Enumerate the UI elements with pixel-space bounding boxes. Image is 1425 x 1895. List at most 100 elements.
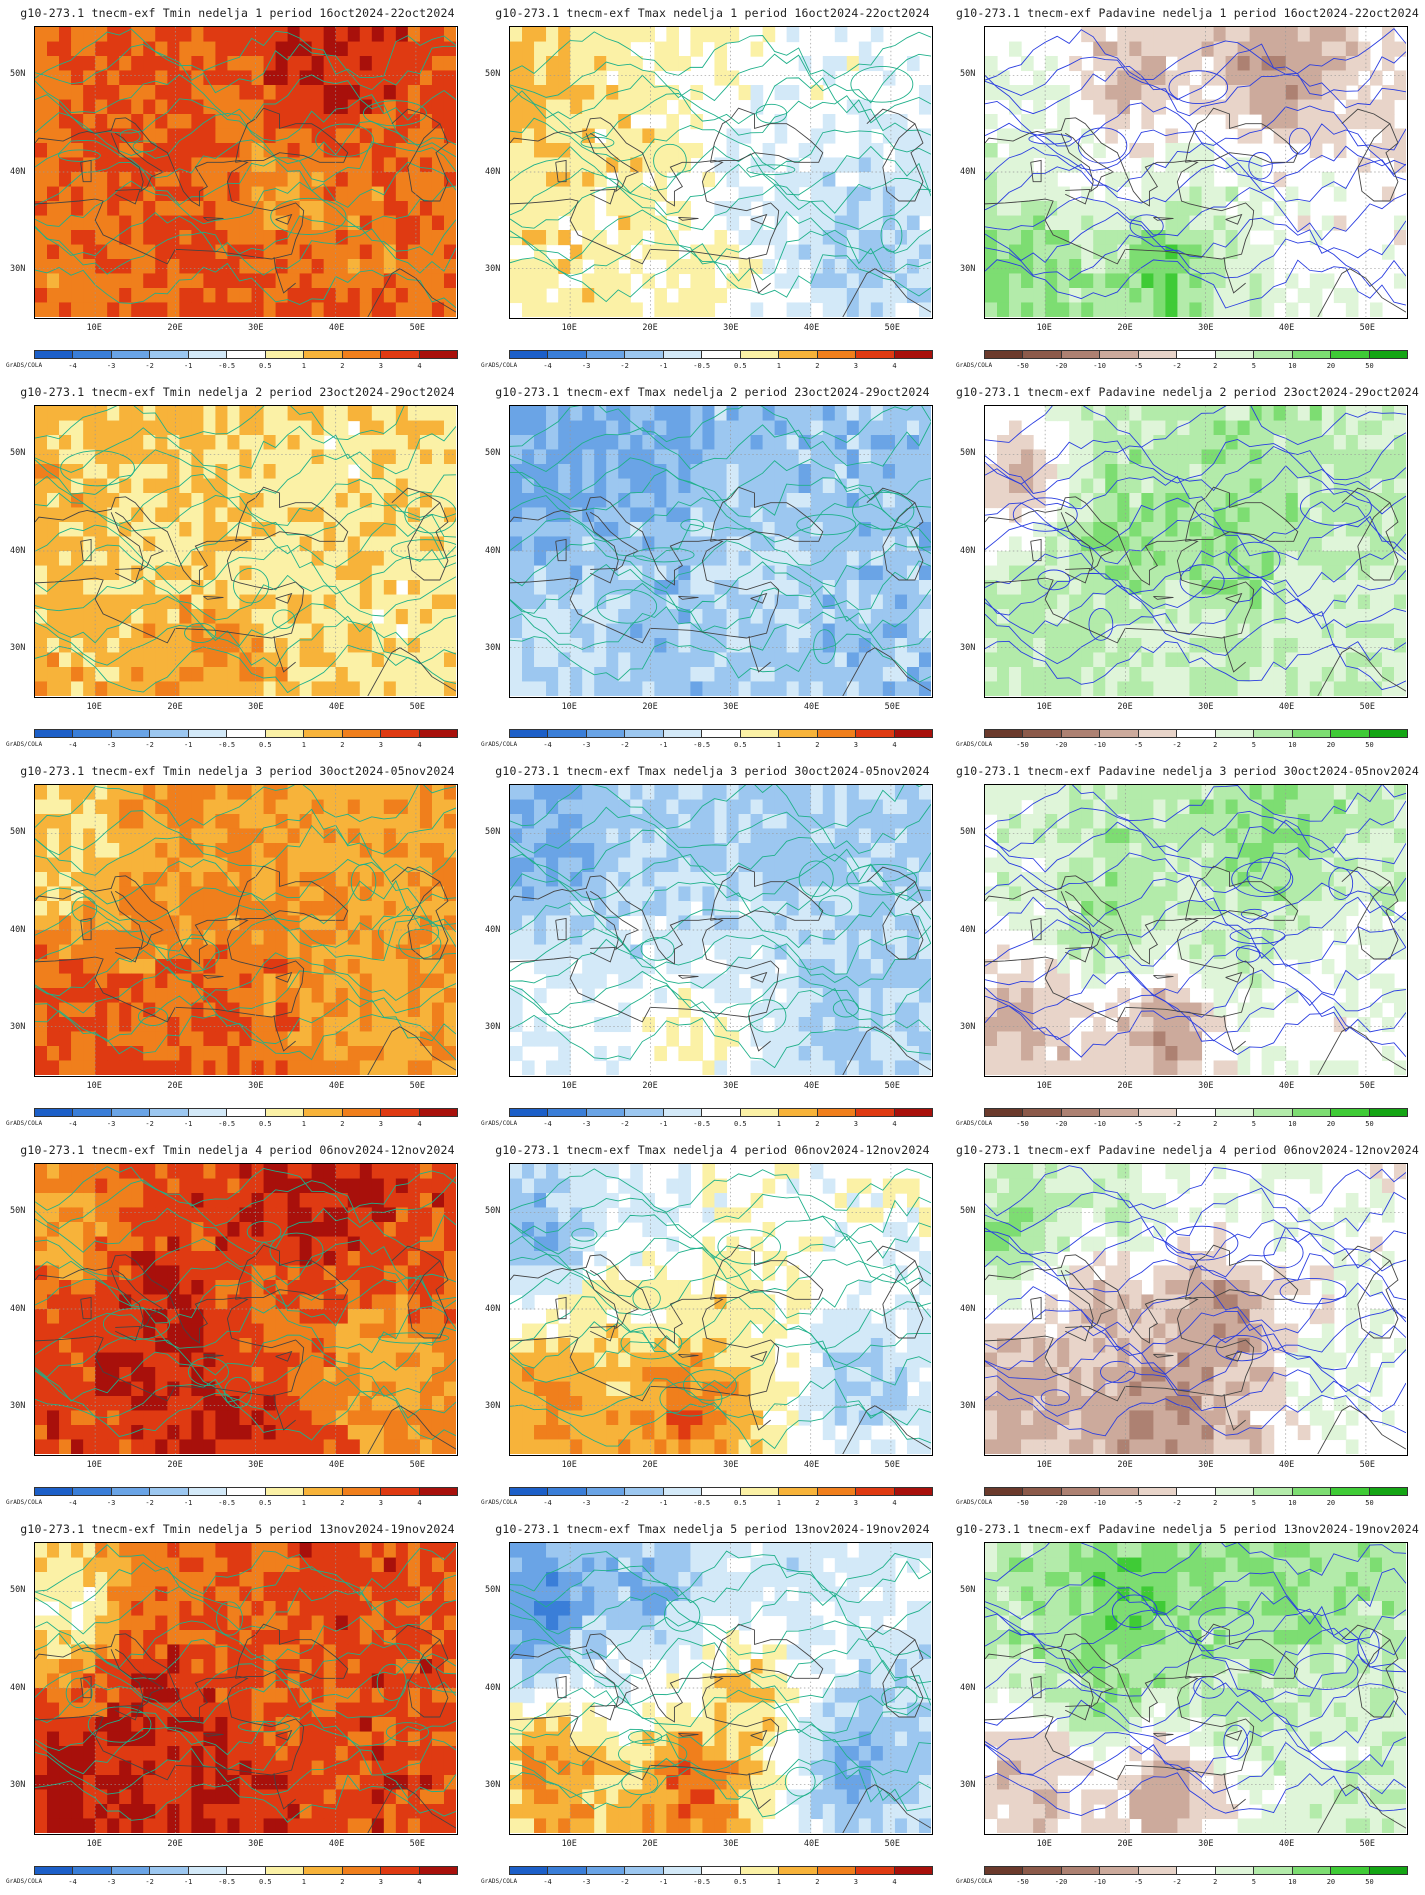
contour-line xyxy=(35,1616,456,1669)
coastline xyxy=(1153,595,1174,600)
color-bar-tick-label: 4 xyxy=(417,1878,422,1886)
contour-loop xyxy=(1293,1653,1359,1690)
latitude-label: 40N xyxy=(485,1303,501,1314)
color-bar-swatch xyxy=(779,1867,818,1874)
coastline xyxy=(750,1729,768,1741)
contour-line xyxy=(35,1747,456,1799)
latitude-label: 50N xyxy=(485,1205,501,1216)
contour-line xyxy=(35,1723,456,1776)
coastline xyxy=(275,592,293,604)
coastline xyxy=(1185,865,1299,921)
color-bar-tick-label: -1 xyxy=(658,1499,668,1507)
color-bar-tick-label: -2 xyxy=(1172,741,1181,749)
contour-line xyxy=(35,406,433,441)
coastline xyxy=(203,1732,224,1737)
longitude-label: 50E xyxy=(884,1460,900,1470)
longitude-label: 40E xyxy=(1278,702,1295,712)
contour-line xyxy=(985,1390,1406,1437)
grads-credit: GrADS/COLA xyxy=(956,362,993,369)
contour-loop xyxy=(628,1730,663,1745)
color-bar-swatch xyxy=(856,351,895,358)
color-bar-swatch xyxy=(510,1867,549,1874)
contour-line xyxy=(985,845,1406,896)
contour-line xyxy=(35,28,456,79)
color-bar-swatch xyxy=(188,1488,228,1495)
color-bar-swatch xyxy=(1023,351,1062,358)
longitude-label: 30E xyxy=(248,702,264,712)
coastline xyxy=(1030,538,1042,562)
contour-loop xyxy=(1088,607,1114,641)
graticule xyxy=(35,1164,456,1454)
color-bar-tick-label: -50 xyxy=(1016,1120,1029,1128)
color-bar-swatch xyxy=(73,730,112,737)
color-bar-tick-label: -2 xyxy=(145,1120,154,1128)
longitude-label: 10E xyxy=(86,702,102,712)
color-bar-labels: -4 -3 -2 -1 -0.5 0.5 1 2 3 4 xyxy=(34,1878,458,1888)
contour-line xyxy=(35,1586,456,1635)
coastline xyxy=(367,1784,456,1833)
color-bar-tick-label: 2 xyxy=(340,741,345,749)
contour-line xyxy=(510,901,931,953)
coastlines xyxy=(985,107,1406,317)
contour-loop xyxy=(270,197,347,235)
latitude-label: 50N xyxy=(485,68,501,79)
color-bar-tick-label: 2 xyxy=(1213,362,1218,370)
anomaly-shading xyxy=(35,406,456,696)
color-bar-swatch xyxy=(625,351,664,358)
coastline xyxy=(678,216,699,221)
color-bar-tick-label: -10 xyxy=(1093,1120,1106,1128)
coastline xyxy=(1153,1353,1174,1358)
map-canvas xyxy=(35,406,456,696)
contour-loop xyxy=(137,1007,169,1026)
longitude-label: 10E xyxy=(86,1081,102,1091)
longitude-label: 50E xyxy=(1359,1460,1375,1470)
coastline xyxy=(115,946,141,963)
color-bar-swatch xyxy=(548,1109,587,1116)
coastline xyxy=(555,1675,567,1699)
coastline xyxy=(842,268,931,317)
contour-line xyxy=(510,145,931,197)
anomaly-map xyxy=(984,784,1408,1077)
contour-line xyxy=(985,1005,1406,1058)
color-bar-tick-label: -3 xyxy=(106,1120,116,1128)
coastlines xyxy=(510,1623,931,1833)
coastline xyxy=(1225,971,1243,983)
contour-line xyxy=(510,422,931,473)
contour-line xyxy=(510,606,931,651)
coastline xyxy=(115,1325,141,1342)
color-bar-labels: -4 -3 -2 -1 -0.5 0.5 1 2 3 4 xyxy=(34,1120,458,1130)
contour-loop xyxy=(1246,857,1292,894)
contour-loop xyxy=(596,589,658,624)
coastline xyxy=(710,486,824,542)
longitude-label: 30E xyxy=(723,1081,739,1091)
color-bar-tick-label: 1 xyxy=(776,1878,781,1886)
color-bar-swatch xyxy=(1331,1867,1370,1874)
color-bar-tick-label: 5 xyxy=(1251,741,1256,749)
coastline xyxy=(391,1245,449,1339)
color-bar-tick-label: 20 xyxy=(1326,362,1336,370)
map-canvas xyxy=(510,406,931,696)
forecast-panel: g10-273.1 tnecm-exf Tmin nedelja 3 perio… xyxy=(0,758,475,1137)
contour-loop xyxy=(755,103,788,124)
contour-line xyxy=(985,49,1406,101)
color-bar-labels: -4 -3 -2 -1 -0.5 0.5 1 2 3 4 xyxy=(509,1878,933,1888)
contour-line xyxy=(985,465,1406,515)
coastline xyxy=(235,865,349,921)
contour-line xyxy=(985,969,1406,1018)
latitude-label: 50N xyxy=(960,447,976,458)
coastline xyxy=(866,1624,924,1718)
coastline xyxy=(80,538,92,562)
color-bar xyxy=(34,1866,458,1875)
contour-line xyxy=(510,1589,931,1635)
longitude-label: 20E xyxy=(1117,1839,1133,1849)
contour-line xyxy=(35,226,456,276)
contour-line xyxy=(510,1757,931,1803)
color-bar-tick-label: -20 xyxy=(1054,741,1068,749)
color-bar-tick-label: -0.5 xyxy=(693,362,711,370)
graticule xyxy=(510,406,931,696)
color-bar-swatch xyxy=(1292,1867,1332,1874)
coastlines xyxy=(510,486,931,696)
contour-line xyxy=(35,43,456,94)
color-bar-swatch xyxy=(150,1488,189,1495)
longitude-label: 20E xyxy=(1117,1460,1133,1470)
